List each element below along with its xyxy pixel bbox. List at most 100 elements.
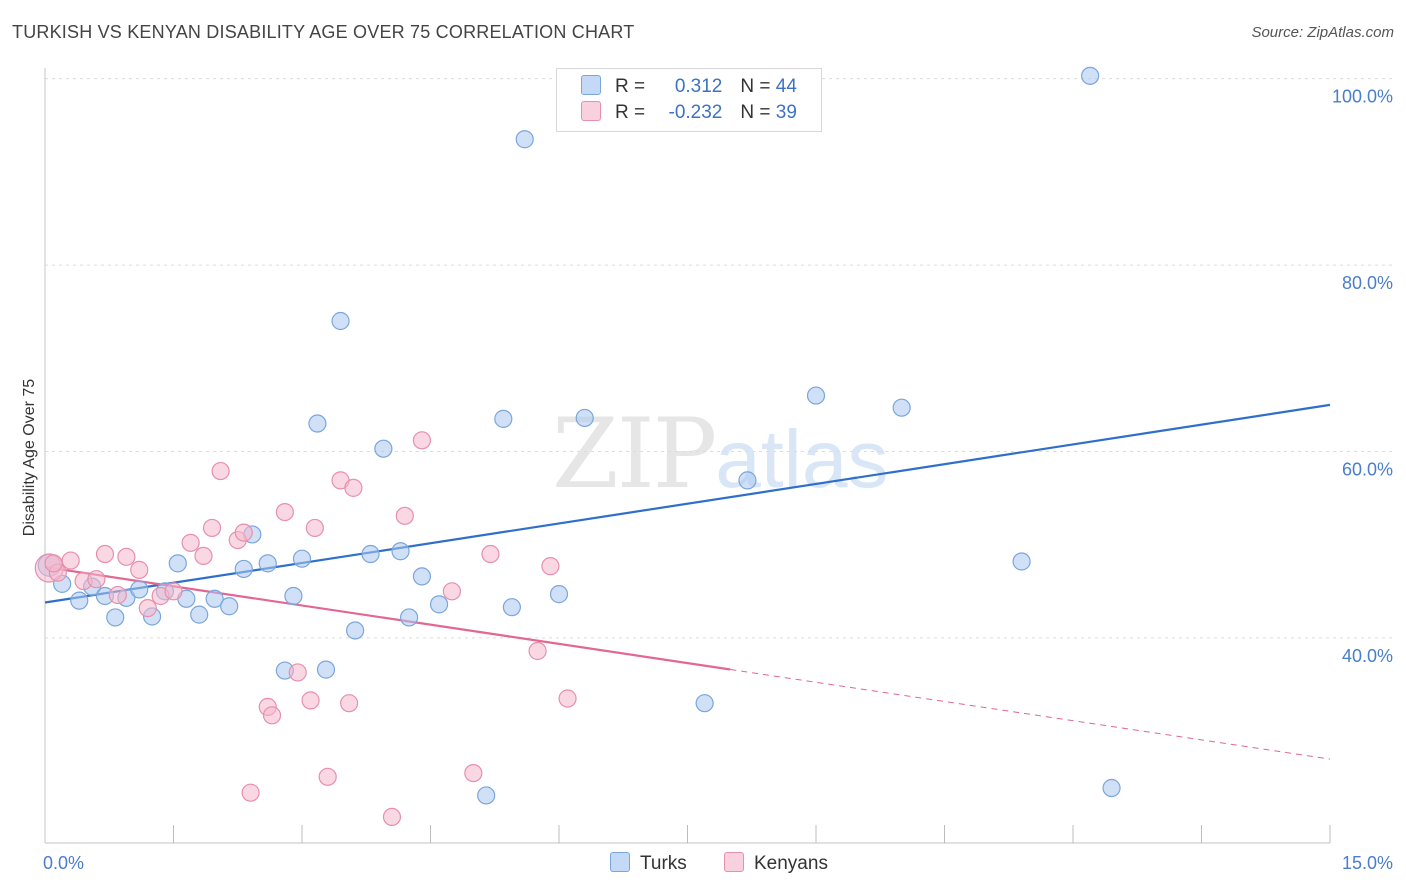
point-kenyans-32 xyxy=(442,582,462,601)
point-kenyans-12 xyxy=(181,533,200,552)
legend-n-label-turks: N = xyxy=(740,76,776,97)
point-turks-15 xyxy=(234,559,253,579)
point-kenyans-7 xyxy=(117,547,136,566)
point-turks-24 xyxy=(346,621,365,640)
stats-legend: R = 0.312 N = 44 R = -0.232 N = 39 xyxy=(556,68,822,132)
point-turks-34 xyxy=(515,130,534,149)
legend-row-turks: R = 0.312 N = 44 xyxy=(581,75,797,101)
point-kenyans-37 xyxy=(558,689,577,708)
x-tick-label-0: 0.0% xyxy=(43,853,84,873)
y-tick-label-1: 80.0% xyxy=(1342,273,1393,293)
legend-r-label-kenyans: R = xyxy=(615,102,651,123)
legend-n-value-turks: 44 xyxy=(775,76,797,97)
point-turks-43 xyxy=(1102,778,1121,798)
point-turks-31 xyxy=(477,786,496,805)
x-tick-label-1: 15.0% xyxy=(1342,853,1393,873)
point-turks-25 xyxy=(361,544,380,564)
point-turks-12 xyxy=(190,605,209,624)
point-kenyans-38 xyxy=(44,554,63,573)
point-kenyans-21 xyxy=(275,502,294,522)
point-turks-42 xyxy=(1081,66,1100,85)
watermark: ZIPatlas xyxy=(552,398,888,510)
point-kenyans-34 xyxy=(481,544,500,564)
point-turks-33 xyxy=(502,598,521,617)
bottom-legend-swatch-turks xyxy=(610,852,630,872)
point-turks-35 xyxy=(549,585,569,604)
point-turks-36 xyxy=(575,408,594,428)
trend-line-dashed-kenyans xyxy=(730,669,1331,760)
point-kenyans-25 xyxy=(318,767,337,786)
point-turks-21 xyxy=(308,414,327,433)
axis-labels: 100.0% 80.0% 60.0% 40.0% 0.0% 15.0% Disability… xyxy=(21,87,1393,873)
bottom-legend-label-kenyans: Kenyans xyxy=(754,853,828,874)
legend-swatch-turks xyxy=(581,75,601,95)
point-turks-7 xyxy=(130,580,149,599)
chart-title: TURKISH VS KENYAN DISABILITY AGE OVER 75… xyxy=(12,22,635,42)
point-kenyans-11 xyxy=(164,582,183,601)
point-kenyans-5 xyxy=(95,544,115,564)
point-kenyans-13 xyxy=(194,546,213,566)
point-kenyans-22 xyxy=(288,663,307,682)
legend-swatch-kenyans xyxy=(581,101,601,121)
data-points xyxy=(34,66,1121,827)
point-turks-20 xyxy=(292,549,312,568)
trend-line-kenyans xyxy=(44,565,731,671)
point-kenyans-35 xyxy=(528,641,547,661)
point-turks-29 xyxy=(412,567,432,586)
point-kenyans-4 xyxy=(87,570,106,589)
point-kenyans-20 xyxy=(262,706,282,725)
bottom-legend-kenyans: Kenyans xyxy=(724,852,828,875)
y-tick-label-2: 60.0% xyxy=(1342,460,1393,480)
point-kenyans-29 xyxy=(382,807,402,827)
point-turks-39 xyxy=(806,386,826,405)
point-turks-23 xyxy=(331,311,350,331)
bottom-legend-swatch-kenyans xyxy=(724,852,744,872)
point-kenyans-17 xyxy=(234,523,253,542)
point-turks-32 xyxy=(494,409,513,428)
point-turks-5 xyxy=(106,608,125,627)
point-kenyans-30 xyxy=(395,506,414,525)
point-turks-38 xyxy=(738,471,757,490)
legend-r-value-kenyans: -0.232 xyxy=(668,102,723,123)
point-kenyans-27 xyxy=(340,694,359,713)
point-kenyans-18 xyxy=(241,783,260,802)
point-turks-19 xyxy=(284,586,303,606)
bottom-legend-turks: Turks xyxy=(610,852,687,875)
trend-line-turks xyxy=(44,403,1331,604)
point-kenyans-24 xyxy=(305,518,324,538)
axes xyxy=(44,68,1331,844)
legend-row-kenyans: R = -0.232 N = 39 xyxy=(581,101,797,127)
y-tick-label-3: 40.0% xyxy=(1342,646,1393,666)
point-kenyans-2 xyxy=(61,551,80,570)
gridlines xyxy=(45,78,1395,639)
point-turks-22 xyxy=(316,660,336,679)
point-turks-14 xyxy=(220,597,239,616)
point-kenyans-33 xyxy=(464,763,483,783)
legend-r-label-turks: R = xyxy=(615,76,651,97)
watermark-atlas: atlas xyxy=(715,414,889,505)
bottom-legend-label-turks: Turks xyxy=(640,853,687,874)
point-kenyans-23 xyxy=(301,691,320,710)
point-turks-10 xyxy=(168,554,187,573)
point-turks-40 xyxy=(892,398,911,417)
point-kenyans-14 xyxy=(202,518,222,538)
point-turks-26 xyxy=(374,439,393,458)
point-kenyans-28 xyxy=(344,478,363,497)
point-turks-2 xyxy=(70,591,89,610)
point-kenyans-15 xyxy=(211,461,230,481)
point-turks-30 xyxy=(429,595,449,614)
point-turks-37 xyxy=(695,694,714,713)
point-turks-28 xyxy=(399,608,419,627)
point-kenyans-8 xyxy=(130,560,149,579)
point-turks-17 xyxy=(258,554,277,573)
legend-r-value-turks: 0.312 xyxy=(674,76,723,97)
point-turks-27 xyxy=(391,542,410,561)
point-kenyans-31 xyxy=(412,431,432,450)
point-turks-13 xyxy=(205,589,224,608)
point-kenyans-6 xyxy=(108,585,127,605)
legend-n-label-kenyans: N = xyxy=(740,102,776,123)
y-tick-label-0: 100.0% xyxy=(1332,87,1393,107)
point-kenyans-36 xyxy=(541,557,560,576)
y-axis-title: Disability Age Over 75 xyxy=(21,379,38,537)
